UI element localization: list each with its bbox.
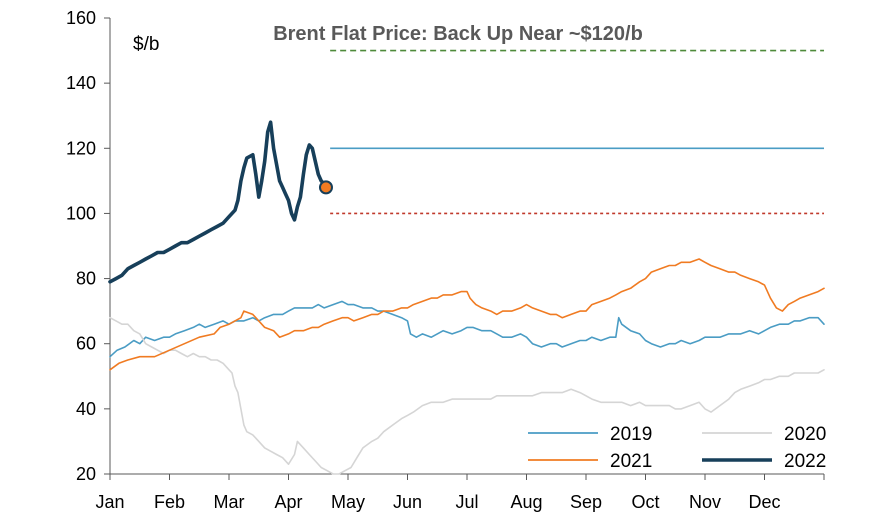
y-tick-label: 80 — [76, 269, 96, 289]
legend: 2019 2020 2021 2022 — [528, 424, 826, 472]
y-axis-ticks: 20 40 60 80 100 120 140 160 — [66, 8, 110, 484]
x-tick-label: Jul — [455, 492, 478, 512]
legend-label-2020: 2020 — [784, 424, 826, 445]
y-axis-unit-label: $/b — [133, 34, 159, 55]
x-tick-label: Jun — [393, 492, 422, 512]
reference-lines — [330, 49, 824, 215]
x-tick-label: Sep — [570, 492, 602, 512]
series-line-2022 — [108, 120, 328, 284]
series-line-2021 — [109, 258, 825, 371]
chart-title: Brent Flat Price: Back Up Near ~$120/b — [273, 23, 643, 45]
y-tick-label: 60 — [76, 334, 96, 354]
x-tick-label: Feb — [154, 492, 185, 512]
y-tick-label: 20 — [76, 464, 96, 484]
x-tick-label: May — [331, 492, 365, 512]
x-tick-label: Oct — [631, 492, 659, 512]
marker-layer — [318, 180, 333, 195]
legend-label-2021: 2021 — [610, 451, 652, 472]
y-tick-label: 40 — [76, 399, 96, 419]
x-tick-label: Mar — [214, 492, 245, 512]
x-tick-label: Nov — [689, 492, 721, 512]
legend-label-2022: 2022 — [784, 451, 826, 472]
y-tick-label: 140 — [66, 73, 96, 93]
series-lines — [108, 120, 825, 475]
x-tick-label: Apr — [274, 492, 302, 512]
x-tick-label: Aug — [510, 492, 542, 512]
legend-label-2019: 2019 — [610, 424, 652, 445]
x-axis-ticks: Jan Feb Mar Apr May Jun Jul Aug Sep Oct Nov Dec — [95, 474, 825, 512]
x-tick-label: Dec — [748, 492, 780, 512]
series-line-2019 — [109, 300, 825, 358]
y-tick-label: 100 — [66, 203, 96, 223]
x-tick-label: Jan — [95, 492, 124, 512]
latest-price-marker — [318, 180, 333, 195]
series-line-2020 — [109, 316, 825, 475]
y-tick-label: 160 — [66, 8, 96, 28]
y-tick-label: 120 — [66, 138, 96, 158]
